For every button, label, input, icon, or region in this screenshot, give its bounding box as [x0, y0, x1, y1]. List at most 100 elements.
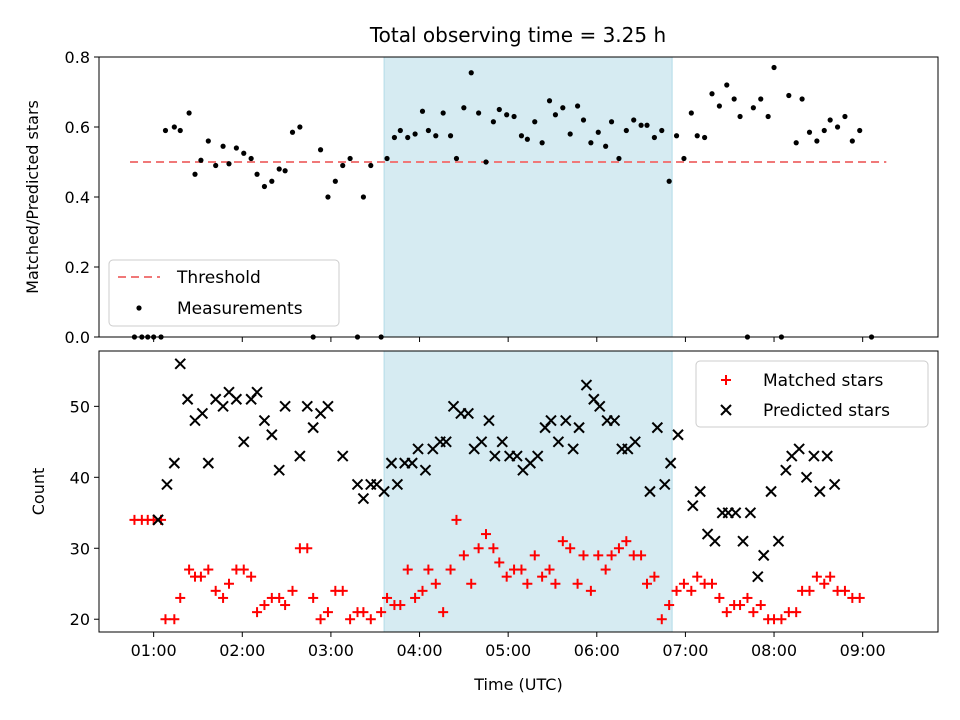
predicted-star-marker	[821, 450, 833, 462]
predicted-star-marker	[752, 570, 764, 583]
predicted-star-marker	[294, 450, 306, 462]
measurement-point	[177, 127, 183, 134]
matched-star-marker	[585, 585, 596, 596]
matched-star-marker	[656, 614, 667, 625]
measurement-point	[724, 82, 730, 88]
y-tick-label: 0.6	[65, 118, 90, 137]
measurement-point	[162, 127, 169, 134]
predicted-star-marker	[664, 457, 677, 469]
matched-star-marker	[714, 592, 725, 603]
measurement-point	[595, 129, 601, 135]
matched-star-marker	[365, 614, 376, 625]
predicted-star-marker	[475, 436, 488, 448]
legend-label-predicted: Predicted stars	[763, 401, 890, 421]
measurement-point	[220, 143, 226, 149]
predicted-star-marker	[307, 421, 319, 434]
measurement-point	[317, 147, 324, 153]
predicted-star-marker	[412, 443, 424, 455]
bottom-y-axis-label: Count	[29, 468, 48, 516]
x-axis-label: Time (UTC)	[473, 675, 562, 694]
matched-star-marker	[252, 607, 263, 618]
measurement-point	[666, 178, 672, 184]
predicted-star-marker	[687, 499, 699, 512]
measurement-point	[524, 136, 530, 142]
measurement-point	[806, 129, 813, 135]
measurement-point	[731, 96, 737, 102]
measurement-point	[659, 127, 665, 134]
predicted-star-marker	[552, 436, 565, 448]
predicted-star-marker	[765, 485, 777, 498]
measurement-point	[623, 127, 629, 134]
measurement-point	[241, 150, 247, 156]
bottom-y-ticks: 20 30 40 50	[70, 397, 99, 629]
matched-star-marker	[748, 607, 759, 618]
matched-star-marker	[345, 614, 356, 625]
matched-star-marker	[481, 529, 492, 540]
matched-star-marker	[649, 571, 660, 582]
matched-stars-points	[129, 514, 865, 625]
predicted-star-marker	[560, 414, 572, 427]
measurement-point	[412, 131, 418, 137]
matched-star-marker	[445, 564, 456, 575]
matched-star-marker	[565, 543, 576, 554]
measurement-point	[447, 133, 454, 139]
matched-star-marker	[735, 600, 746, 611]
measurement-point	[213, 162, 219, 169]
measurement-point	[799, 96, 805, 102]
predicted-star-marker	[230, 393, 243, 405]
measurement-point	[694, 133, 700, 139]
top-x-ticks	[153, 337, 864, 342]
predicted-star-marker	[196, 407, 209, 420]
measurement-point	[205, 138, 211, 144]
measurement-point	[750, 105, 756, 111]
predicted-star-marker	[629, 436, 641, 448]
measurement-point	[821, 127, 827, 134]
top-y-ticks: 0.0 0.2 0.4 0.6 0.8	[65, 48, 99, 347]
measurement-point	[552, 112, 559, 118]
measurement-point	[405, 134, 411, 141]
predicted-star-marker	[174, 358, 186, 370]
y-tick-label: 0.4	[65, 188, 90, 207]
measurement-point	[758, 96, 764, 102]
measurement-point	[254, 171, 260, 177]
legend-label-measurements: Measurements	[177, 299, 303, 319]
chart-title: Total observing time = 3.25 h	[369, 23, 666, 47]
measurement-point	[340, 162, 346, 169]
measurement-point	[588, 140, 594, 146]
top-axes-frame	[98, 56, 939, 338]
x-tick-label: 06:00	[574, 641, 620, 660]
measurement-point	[468, 70, 474, 76]
measurement-point	[793, 140, 799, 146]
x-tick-label: 04:00	[396, 641, 442, 660]
measurement-point	[496, 106, 502, 113]
measurement-point	[849, 138, 855, 144]
measurement-point	[384, 155, 390, 162]
predicted-star-marker	[757, 549, 770, 562]
x-tick-label: 08:00	[751, 641, 797, 660]
predicted-star-marker	[251, 386, 263, 398]
predicted-star-marker	[580, 379, 593, 391]
predicted-star-marker	[694, 485, 706, 498]
predicted-star-marker	[483, 414, 495, 427]
measurement-point	[461, 105, 467, 111]
predicted-star-marker	[567, 443, 579, 455]
matched-star-marker	[195, 571, 206, 582]
matched-star-marker	[315, 614, 326, 625]
predicted-star-marker	[672, 429, 684, 441]
measurement-point	[688, 110, 694, 116]
measurement-point	[631, 117, 637, 123]
matched-star-marker	[410, 592, 421, 603]
measurement-point	[347, 155, 353, 162]
measurement-point	[814, 138, 820, 144]
matched-star-marker	[516, 564, 527, 575]
measurement-point	[233, 145, 239, 151]
measurement-point	[771, 64, 777, 71]
measurement-point	[192, 171, 198, 177]
measurement-point	[532, 119, 538, 125]
matched-star-marker	[238, 564, 249, 575]
predicted-star-marker	[531, 450, 544, 462]
predicted-star-marker	[238, 436, 250, 448]
measurement-point	[567, 131, 573, 137]
matched-star-marker	[223, 578, 234, 589]
